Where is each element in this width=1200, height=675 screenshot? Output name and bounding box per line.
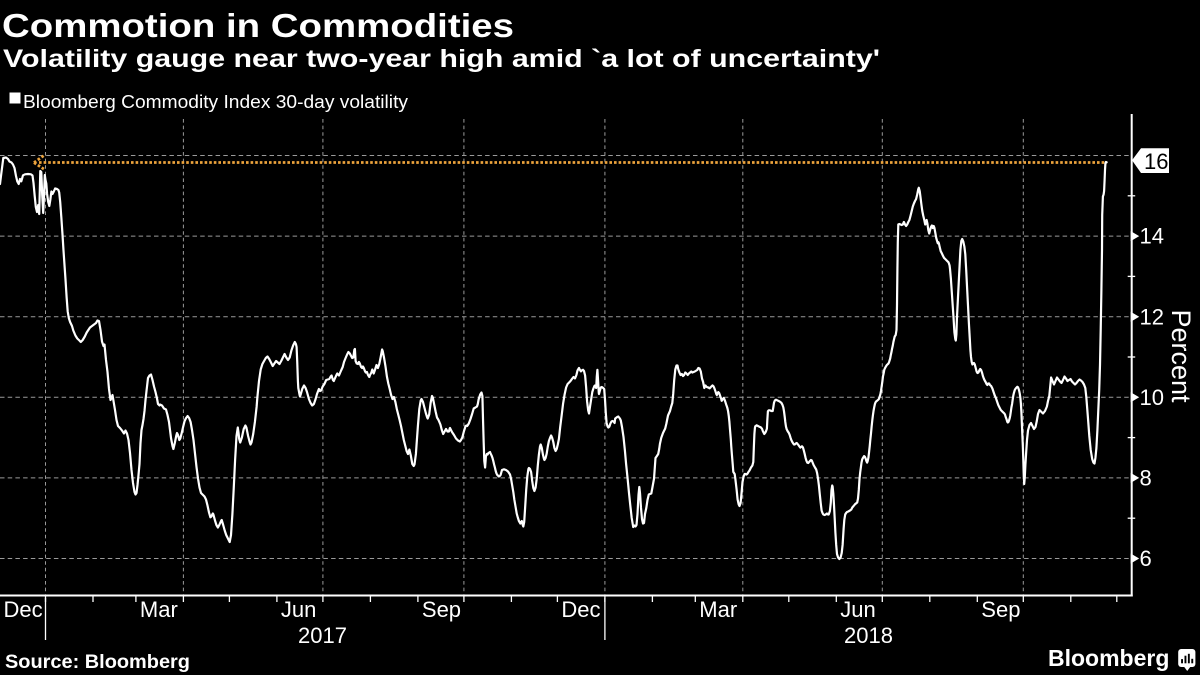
svg-text:14: 14 [1140, 224, 1164, 249]
svg-text:Bloomberg: Bloomberg [1048, 645, 1169, 671]
svg-text:Mar: Mar [699, 597, 737, 622]
svg-text:2018: 2018 [844, 623, 893, 648]
svg-text:Mar: Mar [140, 597, 178, 622]
svg-text:Dec: Dec [4, 597, 43, 622]
svg-text:6: 6 [1140, 546, 1152, 571]
svg-text:12: 12 [1140, 304, 1164, 329]
svg-text:2017: 2017 [298, 623, 347, 648]
svg-text:Source: Bloomberg: Source: Bloomberg [5, 652, 190, 673]
svg-text:Sep: Sep [422, 597, 461, 622]
svg-text:Percent: Percent [1166, 309, 1196, 403]
svg-text:Volatility gauge near two-year: Volatility gauge near two-year high amid… [3, 45, 880, 73]
svg-text:Commotion in Commodities: Commotion in Commodities [2, 7, 514, 44]
svg-text:Sep: Sep [981, 597, 1020, 622]
svg-text:16: 16 [1144, 149, 1168, 174]
svg-text:Bloomberg Commodity Index 30-d: Bloomberg Commodity Index 30-day volatil… [23, 92, 408, 112]
svg-text:Jun: Jun [281, 597, 316, 622]
svg-text:Dec: Dec [561, 597, 600, 622]
svg-text:10: 10 [1140, 385, 1164, 410]
svg-text:Jun: Jun [840, 597, 875, 622]
svg-text:8: 8 [1140, 466, 1152, 491]
